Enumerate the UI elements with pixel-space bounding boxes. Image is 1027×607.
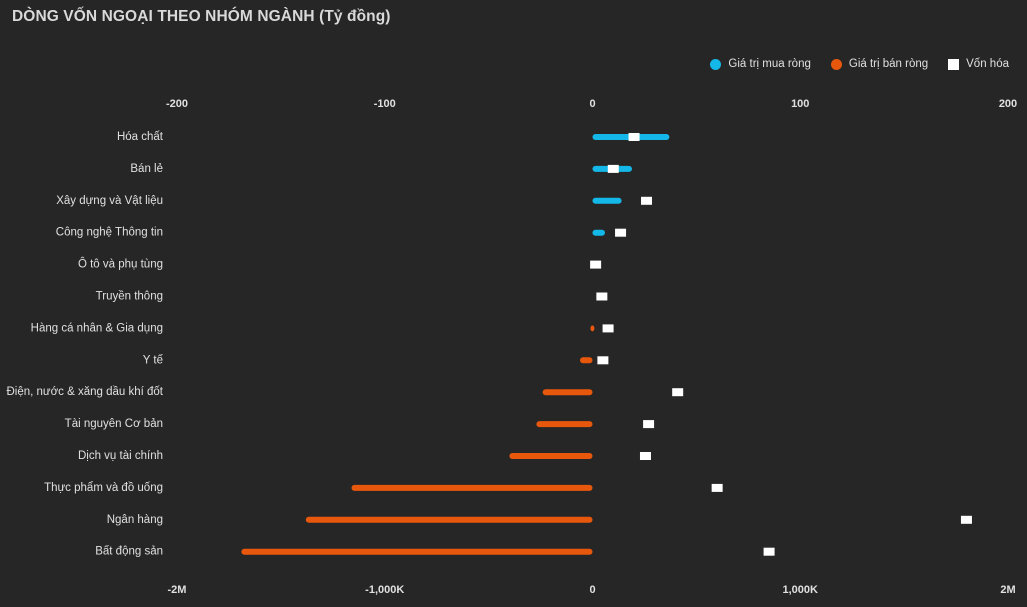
legend-market-cap-square-icon	[948, 58, 960, 70]
category-label: Bất động sản	[95, 546, 163, 558]
chart-title: DÒNG VỐN NGOẠI THEO NHÓM NGÀNH (Tỷ đồng)	[12, 8, 391, 25]
bottom-axis-tick-label: 1,000K	[783, 584, 819, 596]
category-label: Hóa chất	[117, 131, 164, 143]
net-buy-bar[interactable]	[592, 229, 605, 236]
market-cap-marker[interactable]	[960, 515, 972, 524]
legend-item-sell[interactable]: Giá trị bán ròng	[830, 58, 929, 70]
top-axis-tick-label: 100	[791, 98, 809, 110]
legend-item-buy[interactable]: Giá trị mua ròng	[710, 58, 811, 70]
legend-item-market-cap[interactable]: Vốn hóa	[948, 58, 1009, 70]
category-label: Dịch vụ tài chính	[78, 450, 163, 462]
category-label: Y tế	[143, 354, 164, 366]
market-cap-marker[interactable]	[597, 356, 609, 365]
market-cap-marker[interactable]	[672, 388, 684, 397]
market-cap-marker[interactable]	[643, 420, 655, 429]
net-sell-bar[interactable]	[542, 389, 593, 396]
net-sell-bar[interactable]	[351, 484, 593, 491]
category-label: Thực phẩm và đồ uống	[44, 482, 163, 494]
chart-legend: Giá trị mua ròng Giá trị bán ròng Vốn hó…	[690, 58, 1009, 70]
net-sell-bar[interactable]	[305, 516, 593, 523]
category-label: Công nghệ Thông tin	[56, 227, 163, 239]
market-cap-marker[interactable]	[641, 196, 653, 205]
category-label: Hàng cá nhân & Gia dụng	[31, 322, 163, 334]
net-sell-bar[interactable]	[580, 357, 593, 364]
market-cap-marker[interactable]	[639, 452, 651, 460]
market-cap-marker[interactable]	[596, 292, 608, 301]
net-sell-bar[interactable]	[536, 421, 593, 428]
bottom-axis-tick-label: -1,000K	[365, 584, 404, 596]
net-buy-bar[interactable]	[592, 197, 622, 204]
top-axis-tick-label: -200	[166, 98, 188, 110]
market-cap-marker[interactable]	[602, 324, 614, 333]
net-sell-bar[interactable]	[590, 325, 595, 332]
category-label: Bán lẻ	[130, 163, 163, 175]
category-label: Ô tô và phụ tùng	[78, 258, 163, 271]
top-axis-tick-label: -100	[374, 98, 396, 110]
market-cap-marker[interactable]	[615, 228, 627, 237]
legend-sell-dot-icon	[830, 58, 842, 70]
legend-market-cap-label: Vốn hóa	[966, 58, 1009, 70]
top-axis-tick-label: 200	[999, 98, 1017, 110]
net-sell-bar[interactable]	[509, 453, 593, 459]
category-label: Xây dựng và Vật liệu	[56, 195, 163, 207]
market-cap-marker[interactable]	[607, 164, 619, 173]
legend-buy-label: Giá trị mua ròng	[728, 58, 811, 70]
category-label: Truyền thông	[96, 291, 163, 303]
category-label: Ngân hàng	[107, 514, 163, 526]
category-label: Điện, nước & xăng dầu khí đốt	[6, 386, 163, 398]
top-axis-tick-label: 0	[589, 98, 595, 110]
bottom-axis-tick-label: 0	[589, 584, 595, 596]
market-cap-marker[interactable]	[628, 133, 640, 141]
market-cap-marker[interactable]	[590, 260, 602, 269]
legend-buy-dot-icon	[710, 58, 722, 70]
category-label: Tài nguyên Cơ bản	[65, 418, 163, 430]
net-sell-bar[interactable]	[241, 548, 593, 555]
market-cap-marker[interactable]	[711, 483, 723, 492]
legend-sell-label: Giá trị bán ròng	[848, 58, 929, 70]
market-cap-marker[interactable]	[763, 547, 775, 556]
bottom-axis-tick-label: -2M	[168, 584, 187, 596]
bottom-axis-tick-label: 2M	[1000, 584, 1015, 596]
